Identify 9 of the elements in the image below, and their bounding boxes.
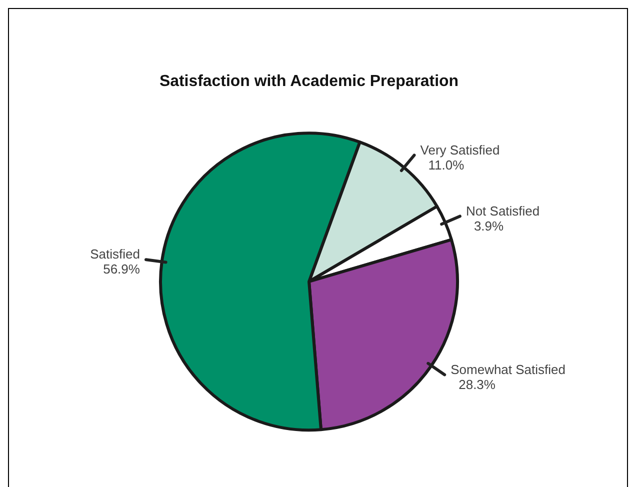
- slice-label: Very Satisfied: [420, 142, 500, 158]
- slice-label: Satisfied: [90, 246, 140, 262]
- slice-label: Somewhat Satisfied: [450, 362, 566, 377]
- data-label: 28.3%: [458, 376, 496, 392]
- slice-label: Not Satisfied: [466, 203, 540, 218]
- data-label: 3.9%: [474, 218, 504, 234]
- chart-title: Satisfaction with Academic Preparation: [159, 72, 459, 90]
- data-label: 11.0%: [428, 157, 465, 172]
- data-label: 56.9%: [103, 262, 140, 277]
